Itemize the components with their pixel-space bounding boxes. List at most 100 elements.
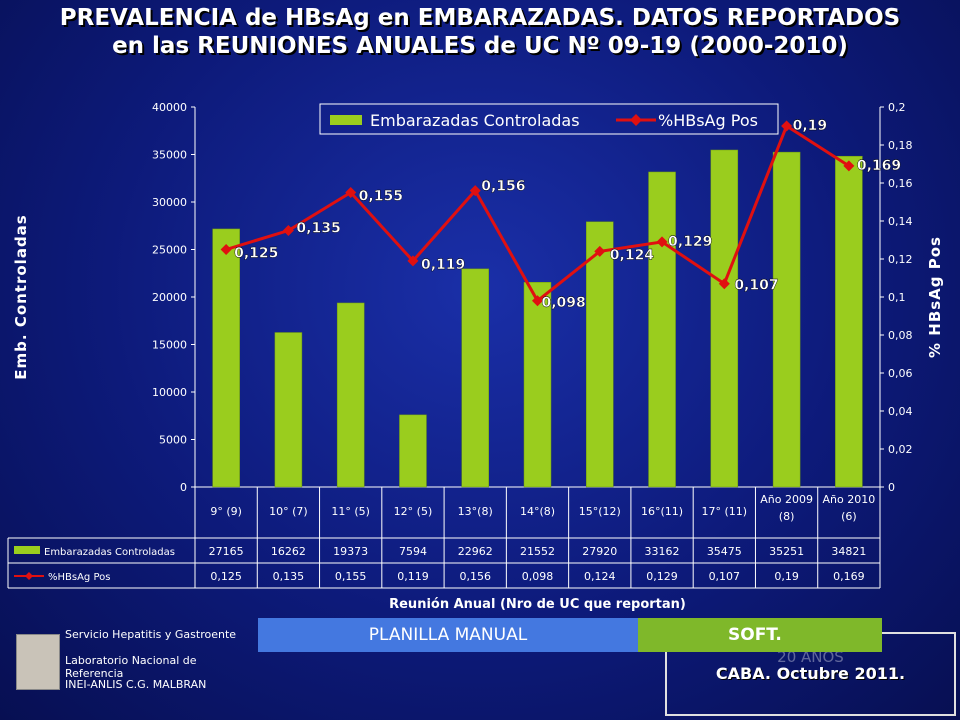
x-category-label: 10° (7) (269, 505, 308, 518)
line-marker (345, 187, 357, 198)
table-cell-line: 0,107 (709, 570, 741, 583)
table-cell-line: 0,124 (584, 570, 616, 583)
x-category-label: Año 2009 (760, 493, 813, 506)
line-marker (781, 120, 793, 132)
table-cell-bar: 16262 (271, 545, 306, 558)
y2-tick-label: 0,12 (888, 253, 913, 266)
y2-tick-label: 0,02 (888, 443, 913, 456)
bar (274, 332, 303, 488)
data-label: 0,107 (734, 278, 778, 294)
table-cell-line: 0,155 (335, 570, 367, 583)
title-line-1: PREVALENCIA de HBsAg en EMBARAZADAS. DAT… (59, 5, 901, 31)
y2-tick-label: 0,16 (888, 177, 913, 190)
x-category-label: Año 2010 (823, 493, 876, 506)
data-label: 0,169 (857, 158, 901, 174)
bar (586, 221, 614, 488)
table-cell-line: 0,156 (459, 570, 491, 583)
event-box-text: CABA. Octubre 2011. (715, 664, 906, 683)
y2-tick-label: 0,04 (888, 405, 913, 418)
y2-tick-label: 0,08 (888, 329, 913, 342)
line-marker (718, 278, 730, 290)
table-cell-bar: 35475 (707, 545, 742, 558)
bar (336, 302, 365, 488)
x-category-label: 15°(12) (579, 505, 621, 518)
y2-tick-label: 0 (888, 481, 895, 494)
y-tick-label: 35000 (152, 149, 187, 162)
y-tick-label: 0 (180, 481, 187, 494)
x-category-label: (8) (779, 510, 795, 523)
table-swatch-marker (25, 572, 33, 580)
line-marker (656, 236, 668, 248)
bar (523, 282, 552, 488)
x-category-label: 9° (9) (210, 505, 242, 518)
planilla-manual-ribbon: PLANILLA MANUAL (258, 618, 638, 652)
data-label: 0,156 (481, 179, 525, 195)
institution-block: Servicio Hepatitis y Gastroente Laborato… (8, 622, 258, 710)
y-tick-label: 30000 (152, 196, 187, 209)
bar (648, 171, 676, 488)
table-cell-bar: 27165 (209, 545, 244, 558)
line-marker (843, 160, 855, 172)
y-tick-label: 10000 (152, 386, 187, 399)
table-cell-line: 0,135 (273, 570, 305, 583)
x-category-label: 16°(11) (641, 505, 683, 518)
table-cell-bar: 34821 (831, 545, 866, 558)
line-marker (594, 245, 606, 257)
y-tick-label: 20000 (152, 291, 187, 304)
title-line-2: en las REUNIONES ANUALES de UC Nº 09-19 … (112, 33, 848, 59)
institution-line-3: INEI-ANLIS C.G. MALBRAN (65, 678, 207, 691)
line-marker (469, 185, 481, 197)
table-cell-bar: 19373 (333, 545, 368, 558)
x-category-label: (6) (841, 510, 857, 523)
table-cell-line: 0,119 (397, 570, 429, 583)
y-tick-label: 40000 (152, 101, 187, 114)
table-cell-bar: 21552 (520, 545, 555, 558)
table-cell-bar: 27920 (582, 545, 617, 558)
table-row-header-bar: Embarazadas Controladas (44, 547, 175, 558)
y2-tick-label: 0,2 (888, 101, 906, 114)
table-cell-bar: 33162 (645, 545, 680, 558)
soft-ribbon-label: SOFT. (728, 625, 782, 645)
institution-line-2: Laboratorio Nacional de Referencia (65, 654, 197, 680)
combo-chart: 0 5000 10000 15000 20000 25000 30000 35000 40000… (14, 101, 944, 612)
y2-tick-label: 0,18 (888, 139, 913, 152)
y2-axis-title: % HBsAg Pos (926, 236, 944, 358)
bar (212, 228, 240, 488)
legend-swatch-bar (330, 115, 362, 125)
data-label: 0,119 (421, 257, 465, 273)
table-cell-bar: 7594 (399, 545, 427, 558)
table-cell-line: 0,098 (522, 570, 554, 583)
x-category-label: 12° (5) (394, 505, 433, 518)
table-cell-line: 0,169 (833, 570, 865, 583)
table-cell-bar: 35251 (769, 545, 804, 558)
data-label: 0,155 (359, 189, 403, 205)
line-marker (282, 225, 294, 236)
event-box-hidden-text: 20 AÑOS (777, 648, 844, 666)
x-category-label: 13°(8) (458, 505, 493, 518)
data-label: 0,098 (542, 295, 586, 311)
table-cell-line: 0,125 (210, 570, 242, 583)
x-category-label: 17° (11) (702, 505, 748, 518)
bar (710, 149, 739, 488)
data-label: 0,124 (610, 247, 655, 263)
y-tick-label: 15000 (152, 339, 187, 352)
hbsag-line (225, 123, 850, 304)
y-tick-label: 25000 (152, 244, 187, 257)
x-axis-title: Reunión Anual (Nro de UC que reportan) (389, 597, 686, 612)
bar (835, 155, 863, 488)
line-marker (407, 255, 419, 267)
table-swatch-bar (14, 546, 40, 554)
data-label: 0,135 (296, 221, 340, 237)
y-tick-label: 5000 (159, 434, 187, 447)
data-label: 0,129 (668, 234, 712, 250)
line-marker (220, 244, 232, 255)
legend-label-bar: Embarazadas Controladas (370, 111, 580, 130)
soft-ribbon: SOFT. (638, 618, 882, 652)
line-marker (532, 295, 543, 307)
data-label: 0,125 (234, 246, 278, 262)
table-cell-line: 0,129 (646, 570, 678, 583)
table-row-header-line: %HBsAg Pos (48, 572, 110, 583)
table-cell-bar: 22962 (458, 545, 493, 558)
table-cell-line: 0,19 (774, 570, 799, 583)
y2-tick-label: 0,06 (888, 367, 913, 380)
